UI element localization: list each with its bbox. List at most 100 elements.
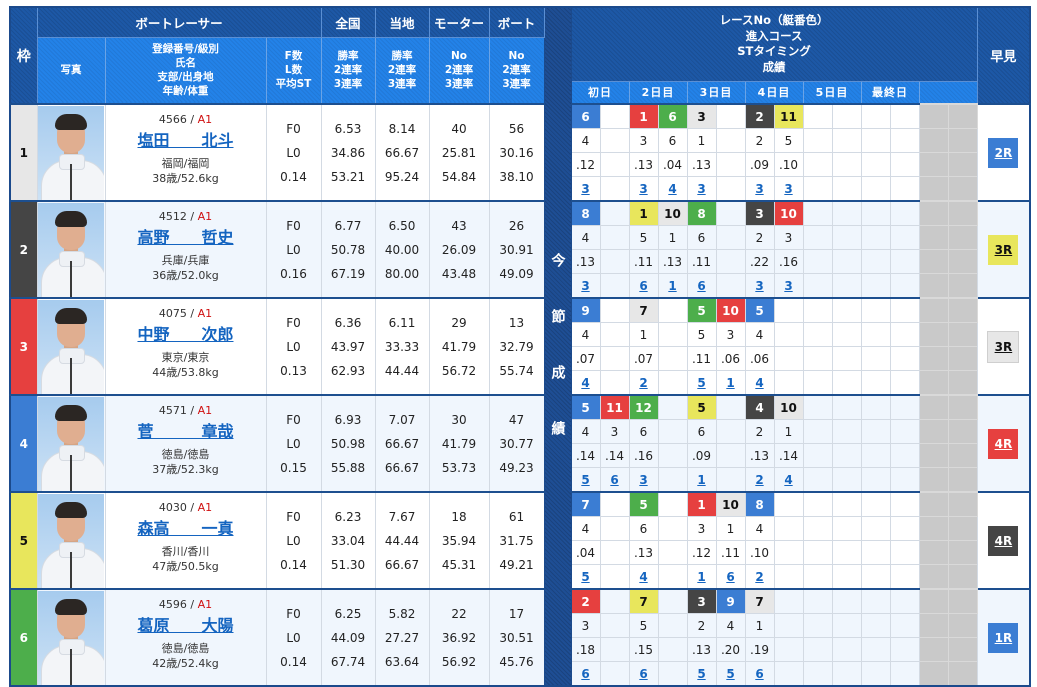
start-timing: .15 — [628, 637, 659, 662]
motor-stats-value: 41.79 — [441, 436, 477, 451]
race-result: 6 — [715, 564, 746, 590]
race-result-link[interactable]: 6 — [610, 472, 619, 487]
closed-day-cell — [918, 152, 949, 177]
racer-name-link[interactable]: 塩田 北斗 — [137, 131, 234, 150]
race-result-link[interactable]: 6 — [726, 569, 735, 584]
empty-race-cell — [773, 661, 804, 687]
race-result-link[interactable]: 3 — [755, 181, 764, 196]
race-result-link[interactable]: 3 — [639, 472, 648, 487]
race-result-link[interactable]: 6 — [755, 666, 764, 681]
motor-stats-value: 26.09 — [441, 242, 477, 257]
entry-course: 1 — [657, 225, 688, 250]
race-result-link[interactable]: 3 — [697, 181, 706, 196]
empty-race-cell — [599, 540, 630, 565]
race-result: 6 — [628, 273, 659, 299]
race-number: 7 — [628, 588, 659, 614]
empty-race-cell — [802, 249, 833, 274]
racer-name-link[interactable]: 葛原 大陽 — [137, 616, 234, 635]
national-stats-value: 6.53 — [334, 121, 362, 136]
racer-name-link[interactable]: 中野 次郎 — [137, 325, 234, 344]
local-stats-value: 27.27 — [384, 630, 420, 645]
hayami-cell: 4R — [976, 491, 1031, 590]
race-result-link[interactable]: 4 — [639, 569, 648, 584]
empty-race-cell — [889, 297, 920, 323]
race-result-link[interactable]: 3 — [639, 181, 648, 196]
empty-race-cell — [831, 152, 862, 177]
race-info-line: 成績 — [762, 59, 786, 74]
race-number: 1 — [628, 200, 659, 226]
racer-name-link[interactable]: 高野 哲史 — [137, 228, 234, 247]
fl-stats-value: L0 — [286, 339, 301, 354]
closed-day-cell — [918, 225, 949, 250]
race-result-link[interactable]: 1 — [697, 569, 706, 584]
hayami-race-button[interactable]: 2R — [988, 137, 1019, 168]
hayami-race-button[interactable]: 4R — [988, 428, 1019, 459]
age-weight: 37歳/52.3kg — [152, 463, 219, 476]
closed-day-cell — [918, 103, 949, 129]
empty-race-cell — [657, 467, 688, 493]
local-stats-value: 44.44 — [384, 363, 420, 378]
start-timing: .14 — [570, 443, 601, 468]
empty-race-cell — [889, 588, 920, 614]
race-result-link[interactable]: 6 — [697, 278, 706, 293]
race-result-link[interactable]: 5 — [726, 666, 735, 681]
hayami-race-button[interactable]: 3R — [988, 234, 1019, 265]
empty-race-cell — [889, 152, 920, 177]
local-stats-value: 95.24 — [384, 169, 420, 184]
motor-stats-value: 41.79 — [441, 339, 477, 354]
race-result-link[interactable]: 6 — [581, 666, 590, 681]
race-result-link[interactable]: 3 — [581, 181, 590, 196]
start-timing: .13 — [686, 152, 717, 177]
race-result-link[interactable]: 1 — [668, 278, 677, 293]
closed-day-cell — [918, 370, 949, 396]
race-result: 6 — [599, 467, 630, 493]
waku-number: 3 — [9, 297, 38, 396]
racer-class: A1 — [197, 598, 213, 611]
race-result-link[interactable]: 5 — [581, 569, 590, 584]
race-result-link[interactable]: 3 — [784, 181, 793, 196]
race-result-link[interactable]: 5 — [581, 472, 590, 487]
race-result-link[interactable]: 5 — [697, 666, 706, 681]
entry-course: 2 — [744, 419, 775, 444]
closed-day-cell — [947, 346, 978, 371]
hayami-race-button[interactable]: 3R — [987, 330, 1020, 363]
race-number: 8 — [570, 200, 601, 226]
race-result-link[interactable]: 6 — [639, 278, 648, 293]
race-result-link[interactable]: 3 — [784, 278, 793, 293]
national-stats-value: 50.98 — [330, 436, 366, 451]
racer-photo — [36, 394, 106, 493]
empty-race-cell — [599, 297, 630, 323]
series-results-label-column: 今節成績 — [543, 6, 572, 687]
waku-number: 4 — [9, 394, 38, 493]
closed-day-cell — [947, 443, 978, 468]
race-result-link[interactable]: 4 — [581, 375, 590, 390]
race-result-link[interactable]: 3 — [755, 278, 764, 293]
racer-class: A1 — [197, 307, 213, 320]
closed-day-cell — [918, 249, 949, 274]
empty-race-cell — [831, 419, 862, 444]
race-result-link[interactable]: 1 — [726, 375, 735, 390]
branch-hometown: 兵庫/兵庫 — [161, 254, 210, 267]
race-result-link[interactable]: 2 — [639, 375, 648, 390]
race-result: 4 — [744, 370, 775, 396]
race-result-link[interactable]: 2 — [755, 472, 764, 487]
hayami-race-button[interactable]: 1R — [988, 622, 1019, 653]
empty-race-cell — [599, 613, 630, 638]
race-result-link[interactable]: 2 — [755, 569, 764, 584]
racer-name-link[interactable]: 菅 章哉 — [137, 422, 234, 441]
race-result-link[interactable]: 4 — [784, 472, 793, 487]
race-result-link[interactable]: 3 — [581, 278, 590, 293]
race-result-link[interactable]: 4 — [755, 375, 764, 390]
race-result-link[interactable]: 5 — [697, 375, 706, 390]
race-result-link[interactable]: 1 — [697, 472, 706, 487]
empty-race-cell — [860, 637, 891, 662]
race-result-link[interactable]: 4 — [668, 181, 677, 196]
racer-name-link[interactable]: 森高 一真 — [137, 519, 234, 538]
start-timing: .16 — [773, 249, 804, 274]
hayami-race-button[interactable]: 4R — [988, 525, 1019, 556]
race-result-link[interactable]: 6 — [639, 666, 648, 681]
empty-race-cell — [831, 443, 862, 468]
race-result: 2 — [744, 564, 775, 590]
local-stats: 6.11 33.33 44.44 — [374, 297, 430, 396]
